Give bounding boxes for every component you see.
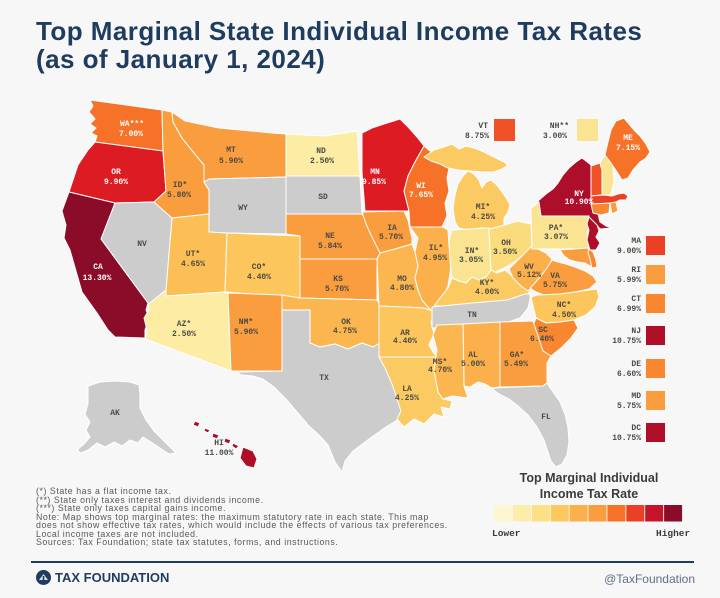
svg-text:6.40%: 6.40%	[530, 335, 554, 344]
svg-text:NE: NE	[325, 232, 335, 241]
svg-text:4.25%: 4.25%	[471, 213, 495, 222]
svg-text:DE: DE	[631, 360, 641, 369]
svg-text:OR: OR	[111, 168, 121, 177]
svg-text:5.70%: 5.70%	[325, 285, 349, 294]
svg-text:5.49%: 5.49%	[504, 360, 528, 369]
svg-text:MA: MA	[631, 237, 641, 246]
svg-text:9.00%: 9.00%	[617, 247, 641, 256]
svg-text:VA: VA	[550, 272, 560, 281]
svg-text:NM*: NM*	[239, 318, 253, 327]
svg-text:4.70%: 4.70%	[428, 366, 452, 375]
svg-text:CT: CT	[631, 295, 641, 304]
svg-text:LA: LA	[402, 385, 412, 394]
svg-text:TX: TX	[319, 374, 329, 383]
svg-text:5.90%: 5.90%	[234, 328, 258, 337]
svg-text:10.90%: 10.90%	[565, 198, 594, 207]
svg-text:4.25%: 4.25%	[395, 394, 419, 403]
svg-text:2.50%: 2.50%	[172, 330, 196, 339]
svg-text:5.00%: 5.00%	[461, 360, 485, 369]
svg-text:5.90%: 5.90%	[219, 157, 243, 166]
svg-text:NC*: NC*	[557, 301, 571, 310]
svg-text:3.50%: 3.50%	[493, 248, 517, 257]
svg-text:MT: MT	[226, 146, 236, 155]
svg-text:10.75%: 10.75%	[612, 434, 641, 443]
svg-text:SD: SD	[318, 193, 328, 202]
svg-text:MN: MN	[370, 168, 380, 177]
svg-text:ME: ME	[623, 134, 633, 143]
svg-text:5.99%: 5.99%	[617, 276, 641, 285]
svg-text:5.70%: 5.70%	[379, 233, 403, 242]
svg-text:VT: VT	[478, 122, 488, 131]
svg-text:13.30%: 13.30%	[83, 274, 112, 283]
svg-text:4.80%: 4.80%	[390, 284, 414, 293]
svg-text:CA: CA	[93, 263, 103, 272]
svg-text:GA*: GA*	[510, 351, 524, 360]
svg-text:IN*: IN*	[465, 247, 479, 256]
svg-text:AK: AK	[110, 409, 120, 418]
svg-text:5.75%: 5.75%	[543, 281, 567, 290]
svg-text:10.75%: 10.75%	[612, 337, 641, 346]
svg-text:WI: WI	[416, 182, 426, 191]
svg-text:3.05%: 3.05%	[459, 256, 483, 265]
svg-text:7.15%: 7.15%	[616, 144, 640, 153]
svg-text:5.75%: 5.75%	[617, 402, 641, 411]
svg-text:4.40%: 4.40%	[393, 337, 417, 346]
svg-text:KS: KS	[333, 275, 343, 284]
svg-text:5.84%: 5.84%	[318, 242, 342, 251]
svg-text:TN: TN	[467, 311, 477, 320]
svg-text:NY: NY	[574, 190, 584, 199]
svg-text:4.75%: 4.75%	[333, 327, 357, 336]
svg-text:MI*: MI*	[476, 203, 490, 212]
svg-text:WY: WY	[238, 204, 248, 213]
svg-text:CO*: CO*	[252, 263, 266, 272]
svg-text:IA: IA	[387, 224, 397, 233]
svg-text:ID*: ID*	[173, 181, 187, 190]
svg-text:9.90%: 9.90%	[104, 178, 128, 187]
svg-text:OH: OH	[501, 239, 511, 248]
svg-text:HI: HI	[214, 439, 224, 448]
svg-text:SC: SC	[538, 326, 548, 335]
svg-text:MD: MD	[631, 392, 641, 401]
svg-text:5.80%: 5.80%	[167, 191, 191, 200]
svg-text:AZ*: AZ*	[177, 320, 191, 329]
svg-text:6.99%: 6.99%	[617, 305, 641, 314]
svg-text:IL*: IL*	[429, 244, 443, 253]
svg-text:3.07%: 3.07%	[544, 233, 568, 242]
svg-text:WV: WV	[524, 263, 534, 272]
svg-text:OK: OK	[341, 318, 351, 327]
svg-text:3.00%: 3.00%	[543, 132, 567, 141]
svg-text:6.60%: 6.60%	[617, 370, 641, 379]
svg-text:MO: MO	[397, 275, 407, 284]
svg-text:7.00%: 7.00%	[119, 130, 143, 139]
svg-text:2.50%: 2.50%	[310, 157, 334, 166]
svg-text:4.95%: 4.95%	[423, 254, 447, 263]
svg-text:ND: ND	[316, 147, 326, 156]
svg-text:NH**: NH**	[550, 122, 569, 131]
svg-text:4.40%: 4.40%	[247, 273, 271, 282]
svg-text:AR: AR	[400, 329, 410, 338]
svg-text:PA*: PA*	[549, 224, 563, 233]
svg-text:11.00%: 11.00%	[205, 449, 234, 458]
svg-text:WA***: WA***	[120, 120, 144, 129]
svg-text:4.00%: 4.00%	[475, 288, 499, 297]
svg-text:FL: FL	[541, 413, 551, 422]
svg-text:KY*: KY*	[480, 279, 494, 288]
svg-text:8.75%: 8.75%	[465, 132, 489, 141]
svg-text:MS*: MS*	[433, 358, 447, 367]
svg-text:DC: DC	[631, 424, 641, 433]
svg-text:UT*: UT*	[186, 250, 200, 259]
svg-text:NV: NV	[137, 240, 147, 249]
svg-text:4.50%: 4.50%	[552, 311, 576, 320]
svg-text:9.85%: 9.85%	[362, 178, 386, 187]
svg-text:7.65%: 7.65%	[409, 191, 433, 200]
svg-text:AL: AL	[468, 351, 478, 360]
svg-text:NJ: NJ	[631, 327, 641, 336]
svg-text:5.12%: 5.12%	[517, 271, 541, 280]
svg-text:4.65%: 4.65%	[181, 260, 205, 269]
svg-text:RI: RI	[631, 266, 641, 275]
